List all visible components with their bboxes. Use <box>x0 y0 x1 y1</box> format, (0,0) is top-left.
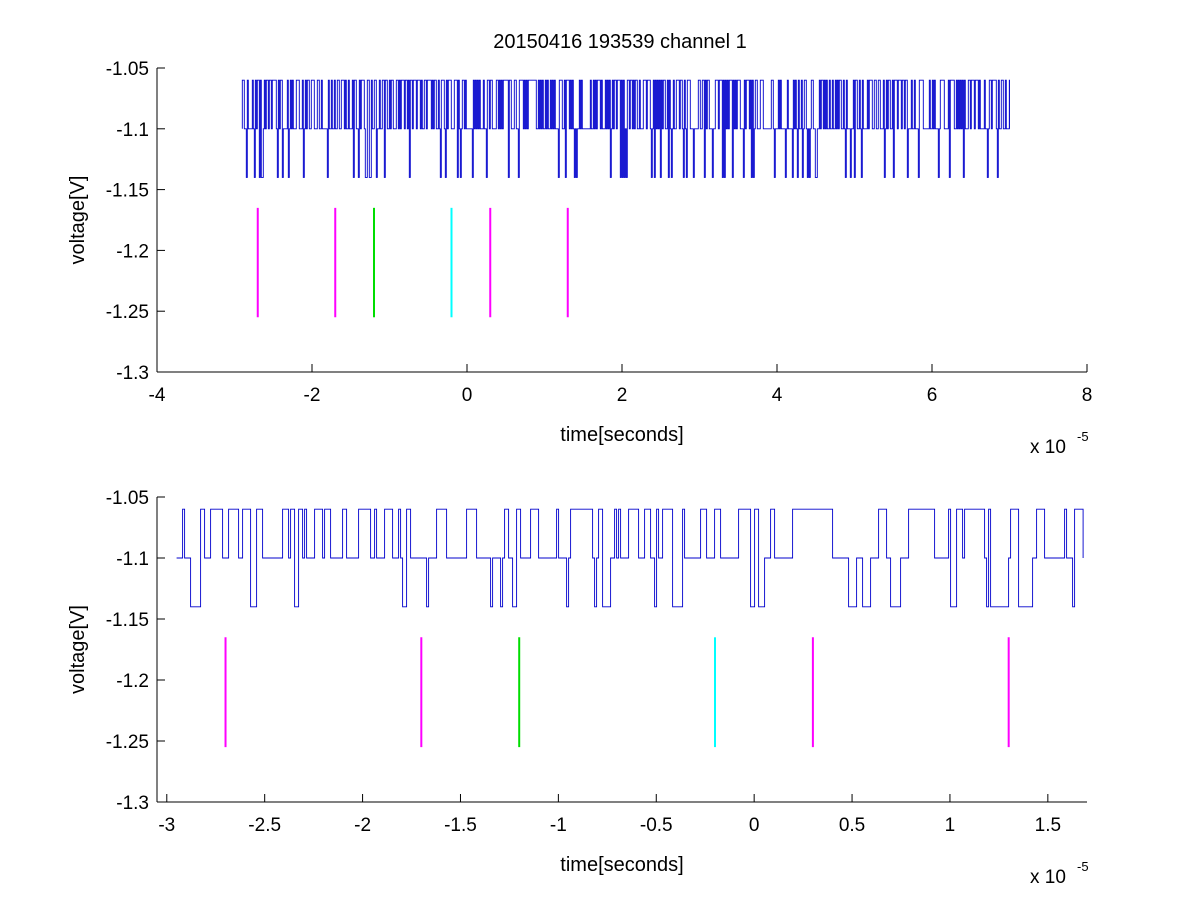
x-tick-label: 0 <box>462 385 473 406</box>
y-tick-label: -1.05 <box>106 59 149 80</box>
chart-panel-top: -1.05 -1.1 -1.15 -1.2 -1.25 -1.3-4 -2 0 2 4 6 8 time… <box>67 59 1092 458</box>
voltage-trace <box>176 508 1084 608</box>
x-tick-label: -3 <box>158 815 175 836</box>
y-tick-label: -1.05 <box>106 488 149 509</box>
x-tick-label: -2 <box>354 815 371 836</box>
x-tick-label: 0 <box>749 815 760 836</box>
x-tick-label: -4 <box>149 385 166 406</box>
y-tick-label: -1.3 <box>116 363 149 384</box>
y-tick-label: -1.2 <box>116 671 149 692</box>
x-tick-label: 8 <box>1082 385 1093 406</box>
x-tick-label: 0.5 <box>839 815 865 836</box>
y-tick-label: -1.1 <box>116 549 149 570</box>
x-tick-label: 1.5 <box>1035 815 1061 836</box>
y-tick-label: -1.25 <box>106 732 149 753</box>
x-tick-label: 2 <box>617 385 628 406</box>
x-tick-label: -0.5 <box>640 815 673 836</box>
x-multiplier-label: x 10 <box>1030 867 1066 888</box>
x-tick-label: 4 <box>772 385 783 406</box>
y-axis-label: voltage[V] <box>67 605 89 694</box>
x-tick-label: 1 <box>945 815 956 836</box>
x-multiplier-exponent: -5 <box>1077 859 1089 874</box>
x-tick-label: -1.5 <box>444 815 477 836</box>
x-tick-label: -2 <box>304 385 321 406</box>
y-tick-label: -1.3 <box>116 793 149 814</box>
chart-panel-bottom: -1.05 -1.1 -1.15 -1.2 -1.25 -1.3 -3 -2.5 -2 -1.5 -… <box>67 488 1089 888</box>
y-tick-label: -1.15 <box>106 610 149 631</box>
voltage-trace <box>241 79 1010 178</box>
x-tick-label: 6 <box>927 385 938 406</box>
x-multiplier-exponent: -5 <box>1077 429 1089 444</box>
y-axis-label: voltage[V] <box>67 176 89 265</box>
x-tick-label: -1 <box>550 815 567 836</box>
x-axis-label: time[seconds] <box>560 854 683 876</box>
x-axis-label: time[seconds] <box>560 424 683 446</box>
y-tick-label: -1.1 <box>116 120 149 141</box>
x-tick-label: -2.5 <box>248 815 281 836</box>
x-multiplier-label: x 10 <box>1030 437 1066 458</box>
y-tick-label: -1.25 <box>106 302 149 323</box>
y-tick-label: -1.15 <box>106 181 149 202</box>
y-tick-label: -1.2 <box>116 241 149 262</box>
figure-title: 20150416 193539 channel 1 <box>493 31 747 53</box>
